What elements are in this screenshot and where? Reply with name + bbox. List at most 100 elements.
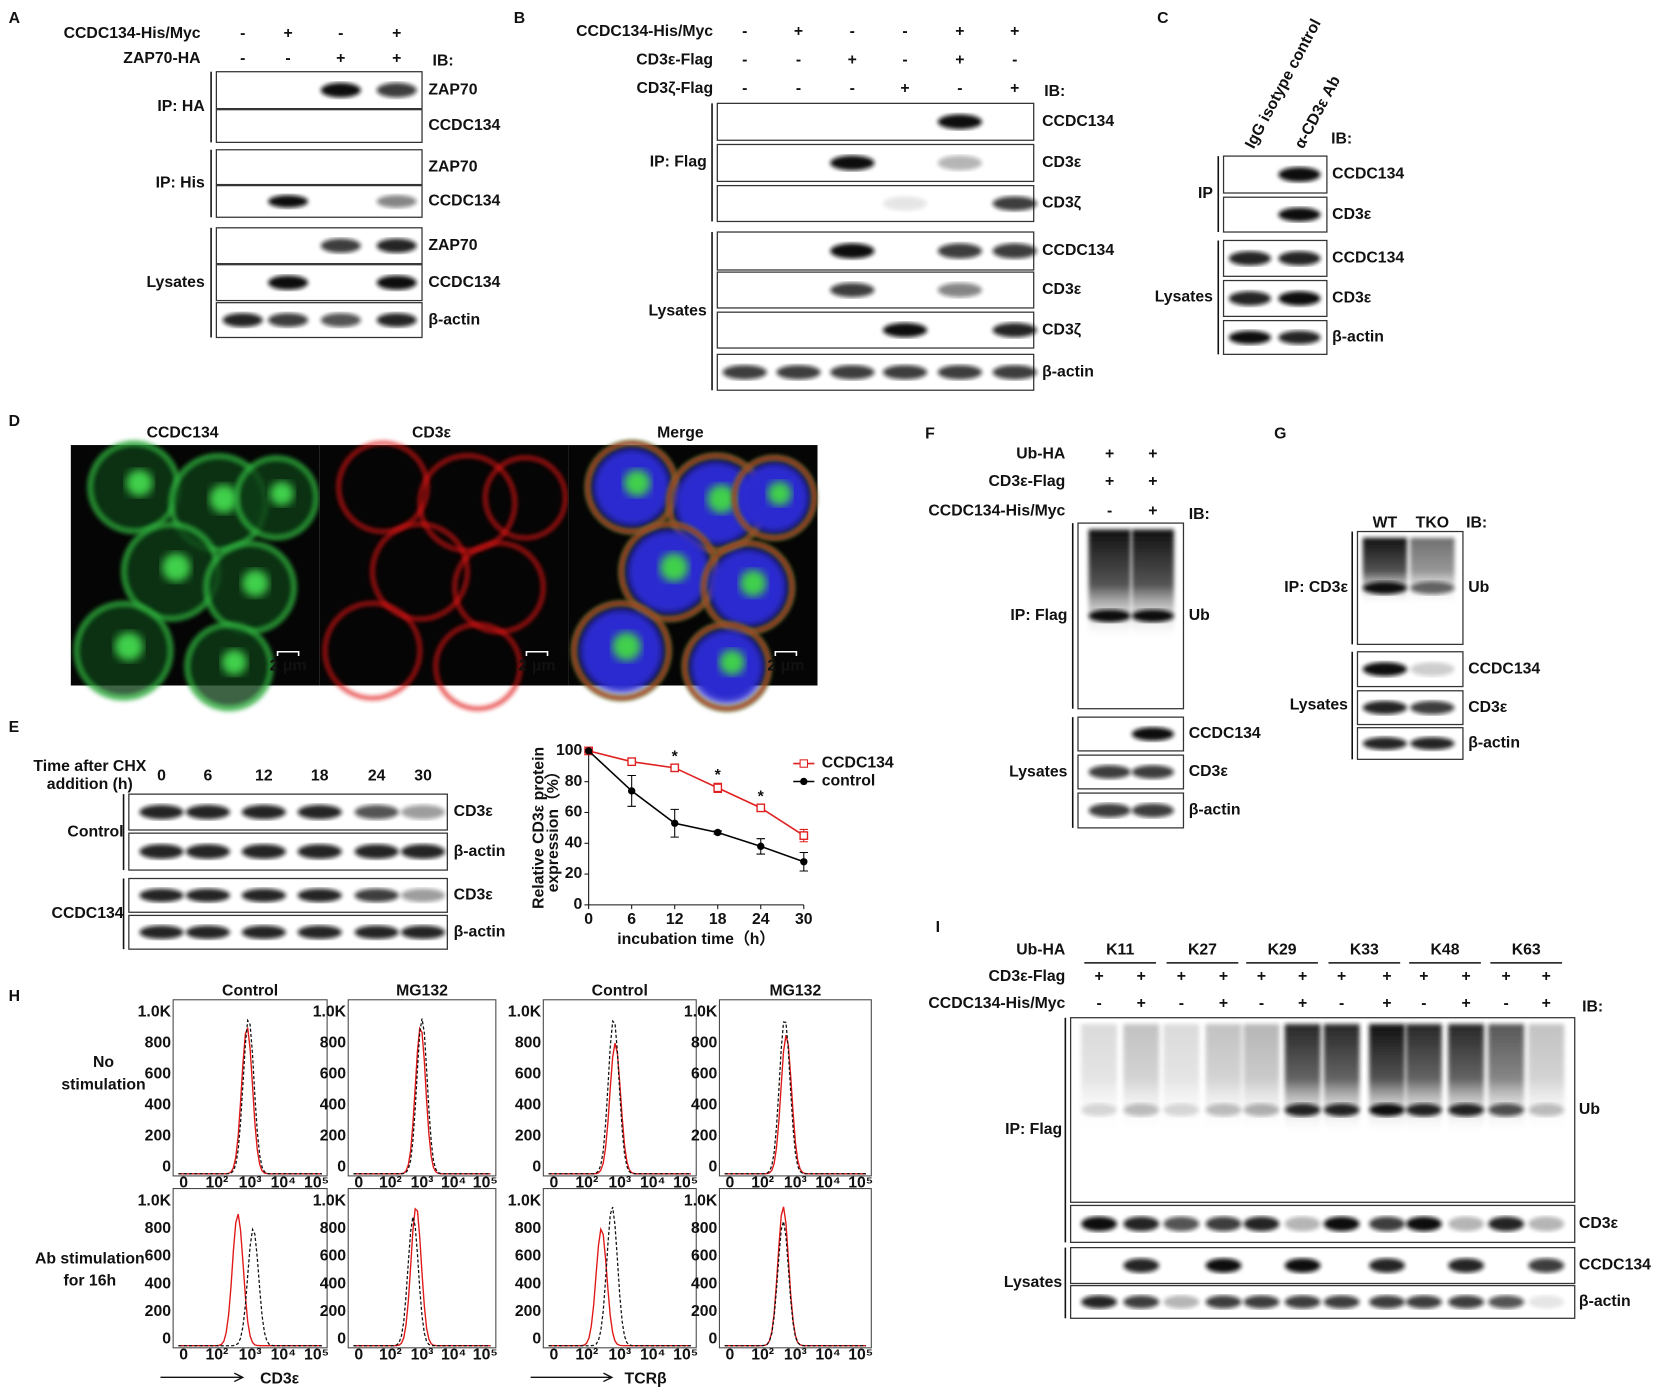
y-tick-label: 0	[337, 1331, 346, 1348]
blot-label: β-actin	[454, 843, 506, 860]
band	[1088, 803, 1131, 818]
band	[1369, 1216, 1405, 1232]
channel-label: CD3ε	[412, 425, 452, 442]
blot-label: CCDC134	[1468, 660, 1540, 677]
condition-sign: -	[1504, 995, 1509, 1012]
column-label: 30	[414, 767, 432, 784]
y-tick-label: 400	[145, 1097, 172, 1114]
condition-sign: +	[848, 51, 857, 68]
panel-letter: I	[936, 919, 940, 936]
x-tick-label: 0	[584, 911, 593, 928]
condition-sign: +	[1219, 995, 1228, 1012]
x-tick-label: 10⁵	[673, 1174, 698, 1191]
y-tick-label: 0	[162, 1159, 171, 1176]
panel-letter: E	[9, 719, 20, 736]
blot-label: ZAP70	[428, 81, 477, 98]
band	[1243, 1295, 1280, 1309]
time-header: Time after CHX	[33, 758, 146, 775]
band	[1448, 1103, 1485, 1117]
blot-label: β-actin	[428, 311, 480, 328]
column-label: 0	[157, 767, 166, 784]
y-tick-label: 1.0K	[313, 1004, 347, 1021]
blot-label: Ub	[1468, 579, 1489, 596]
condition-label: CCDC134-His/Myc	[576, 23, 713, 40]
condition-sign: -	[285, 50, 290, 67]
histogram-frame	[542, 1188, 697, 1349]
blot-label: CD3ε	[1189, 763, 1229, 780]
y-tick-label: 600	[691, 1248, 718, 1265]
blot-frame	[716, 184, 1035, 223]
green-spot	[767, 481, 792, 506]
band	[1488, 1103, 1525, 1117]
marker	[627, 757, 637, 767]
y-tick-label: 400	[691, 1275, 718, 1292]
channel-label: CCDC134	[147, 425, 219, 442]
x-tick-label: 0	[549, 1346, 558, 1363]
x-tick-label: 10³	[784, 1346, 807, 1363]
band	[1205, 1258, 1242, 1273]
band	[1131, 727, 1174, 741]
red-signal	[370, 522, 470, 622]
blot-label: CD3ε	[1332, 290, 1372, 307]
smear	[1323, 1024, 1360, 1135]
red-signal	[417, 453, 517, 553]
group-label: IP: Flag	[1005, 1121, 1062, 1138]
ub-type: K27	[1188, 941, 1217, 958]
smear	[1284, 1024, 1321, 1135]
marker	[713, 783, 723, 793]
red-signal	[433, 622, 523, 711]
x-tick-label: 10⁵	[473, 1346, 498, 1363]
smear	[1163, 1024, 1200, 1135]
band	[1362, 737, 1408, 750]
green-spot	[739, 569, 767, 597]
x-tick-label: 10⁵	[304, 1174, 329, 1191]
x-tick-label: 0	[179, 1346, 188, 1363]
band	[1362, 581, 1408, 595]
smear	[1205, 1024, 1242, 1135]
axis-arrow	[530, 1372, 614, 1383]
condition-sign: -	[742, 23, 747, 40]
blot-frame	[215, 109, 423, 144]
band	[1405, 1295, 1442, 1309]
axis-label: CD3ε	[260, 1371, 300, 1388]
y-tick-label: 100	[556, 742, 583, 759]
x-tick-label: 6	[627, 911, 636, 928]
band	[354, 844, 399, 859]
x-tick-label: 10⁴	[815, 1174, 840, 1191]
x-tick-label: 10²	[379, 1346, 402, 1363]
column-title: Control	[222, 983, 278, 1000]
ub-type: K29	[1268, 941, 1297, 958]
band	[297, 804, 342, 820]
x-tick-label: 10⁴	[271, 1174, 296, 1191]
scale-bar-label: 2 μm	[767, 658, 804, 675]
x-tick-label: 10³	[411, 1346, 434, 1363]
band	[1278, 207, 1321, 222]
x-tick-label: 10³	[239, 1346, 262, 1363]
band	[1278, 167, 1321, 182]
significance: *	[672, 749, 679, 766]
significance: *	[715, 767, 722, 784]
green-spot	[612, 632, 641, 661]
marker	[799, 831, 809, 840]
blot-label: β-actin	[1468, 735, 1520, 752]
band	[320, 82, 361, 98]
smear	[1088, 529, 1131, 641]
y-tick-label: 1.0K	[138, 1192, 172, 1209]
green-spot	[126, 469, 153, 497]
blot-frame	[215, 149, 423, 186]
green-spot	[162, 553, 191, 582]
x-tick-label: 10²	[751, 1174, 774, 1191]
condition-sign: +	[392, 50, 401, 67]
histogram-black	[548, 1206, 691, 1347]
band	[1528, 1216, 1565, 1232]
band	[882, 365, 928, 380]
x-axis-label: incubation time（h）	[617, 930, 775, 948]
panel-letter: F	[925, 426, 935, 443]
blot-frame	[716, 271, 1035, 309]
y-tick-label: 200	[320, 1128, 347, 1145]
x-tick-label: 10⁵	[304, 1346, 329, 1363]
condition-sign: -	[240, 25, 245, 42]
blot-frame	[716, 143, 1035, 183]
band	[1088, 765, 1131, 779]
x-tick-label: 10³	[411, 1174, 434, 1191]
